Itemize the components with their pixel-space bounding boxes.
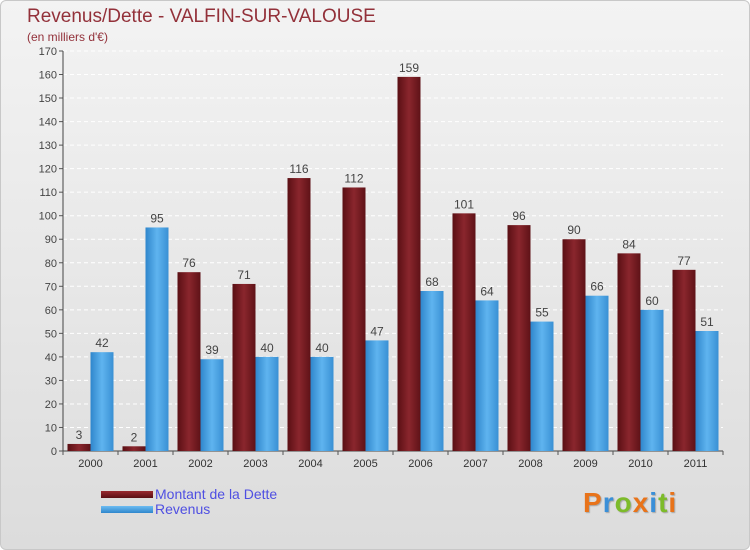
logo-letter: o [614, 487, 633, 518]
bar-dette [177, 272, 201, 451]
bar-revenus [90, 352, 114, 451]
x-tick-label: 2005 [353, 458, 377, 470]
y-tick-label: 90 [45, 234, 57, 246]
x-tick-label: 2006 [408, 458, 432, 470]
data-label: 71 [237, 268, 251, 282]
y-tick-label: 140 [39, 117, 57, 129]
chart-subtitle: (en milliers d'€) [27, 30, 108, 44]
data-label: 112 [344, 171, 363, 185]
bar-revenus [255, 356, 279, 451]
x-tick-label: 2000 [78, 458, 102, 470]
legend-swatch-dette [101, 491, 153, 498]
data-label: 84 [622, 237, 636, 251]
legend-label-dette: Montant de la Dette [155, 486, 278, 502]
bar-dette [452, 213, 476, 451]
bar-revenus [200, 359, 224, 451]
data-label: 77 [677, 254, 691, 268]
y-tick-label: 110 [39, 187, 57, 199]
bar-revenus [365, 340, 389, 451]
data-label: 2 [131, 430, 138, 444]
x-tick-label: 2008 [518, 458, 542, 470]
data-label: 40 [315, 341, 329, 355]
y-tick-label: 160 [39, 70, 57, 82]
y-tick-label: 10 [45, 422, 57, 434]
bar-revenus [640, 309, 664, 451]
logo-letter: r [602, 487, 615, 518]
legend-label-revenus: Revenus [155, 501, 211, 517]
x-tick-label: 2002 [188, 458, 212, 470]
bar-revenus [145, 227, 169, 451]
bar-revenus [310, 356, 334, 451]
y-tick-label: 0 [51, 446, 57, 458]
bar-dette [617, 253, 641, 451]
data-label: 159 [399, 61, 419, 75]
proxiti-logo: Proxiti [583, 487, 677, 519]
bar-revenus [475, 300, 499, 451]
data-label: 42 [95, 336, 109, 350]
data-label: 66 [590, 280, 604, 294]
bar-revenus [695, 331, 719, 451]
data-label: 47 [370, 324, 384, 338]
data-label: 116 [289, 162, 308, 176]
y-tick-label: 150 [39, 93, 57, 105]
data-label: 76 [182, 256, 196, 270]
data-label: 51 [700, 315, 714, 329]
data-label: 3 [76, 428, 83, 442]
x-tick-label: 2009 [573, 458, 597, 470]
data-label: 39 [205, 343, 219, 357]
y-tick-label: 120 [39, 164, 57, 176]
bar-revenus [420, 291, 444, 451]
data-label: 96 [512, 209, 526, 223]
y-tick-label: 60 [45, 305, 57, 317]
bar-revenus [530, 321, 554, 451]
x-tick-label: 2011 [684, 458, 708, 470]
y-tick-label: 130 [39, 140, 57, 152]
logo-letter: i [668, 487, 678, 518]
legend-swatch-revenus [101, 506, 153, 513]
bar-dette [122, 446, 146, 451]
logo-letter: P [583, 487, 603, 518]
bar-dette [397, 76, 421, 451]
bar-dette [507, 225, 531, 451]
x-tick-label: 2001 [133, 458, 157, 470]
bar-dette [562, 239, 586, 451]
data-label: 64 [480, 284, 494, 298]
data-label: 101 [454, 197, 474, 211]
data-label: 95 [150, 211, 164, 225]
x-tick-label: 2007 [463, 458, 487, 470]
y-tick-label: 30 [45, 375, 57, 387]
logo-letter: i [649, 487, 659, 518]
y-tick-label: 70 [45, 281, 57, 293]
y-tick-label: 100 [39, 211, 57, 223]
bar-revenus [585, 295, 609, 451]
bar-dette [342, 187, 366, 451]
y-tick-label: 170 [39, 46, 57, 58]
data-label: 40 [260, 341, 274, 355]
data-label: 55 [535, 306, 549, 320]
logo-letter: t [658, 487, 669, 518]
data-label: 60 [645, 294, 659, 308]
data-label: 90 [567, 223, 581, 237]
y-tick-label: 50 [45, 328, 57, 340]
logo-letter: x [632, 487, 650, 518]
data-label: 68 [425, 275, 439, 289]
x-tick-label: 2004 [298, 458, 322, 470]
x-tick-label: 2003 [243, 458, 267, 470]
bar-dette [67, 443, 91, 451]
bar-dette [287, 178, 311, 451]
bar-dette [672, 269, 696, 451]
y-tick-label: 40 [45, 352, 57, 364]
y-tick-label: 80 [45, 258, 57, 270]
chart-title: Revenus/Dette - VALFIN-SUR-VALOUSE [27, 6, 376, 27]
y-tick-label: 20 [45, 399, 57, 411]
bar-dette [232, 283, 256, 451]
x-tick-label: 2010 [628, 458, 652, 470]
